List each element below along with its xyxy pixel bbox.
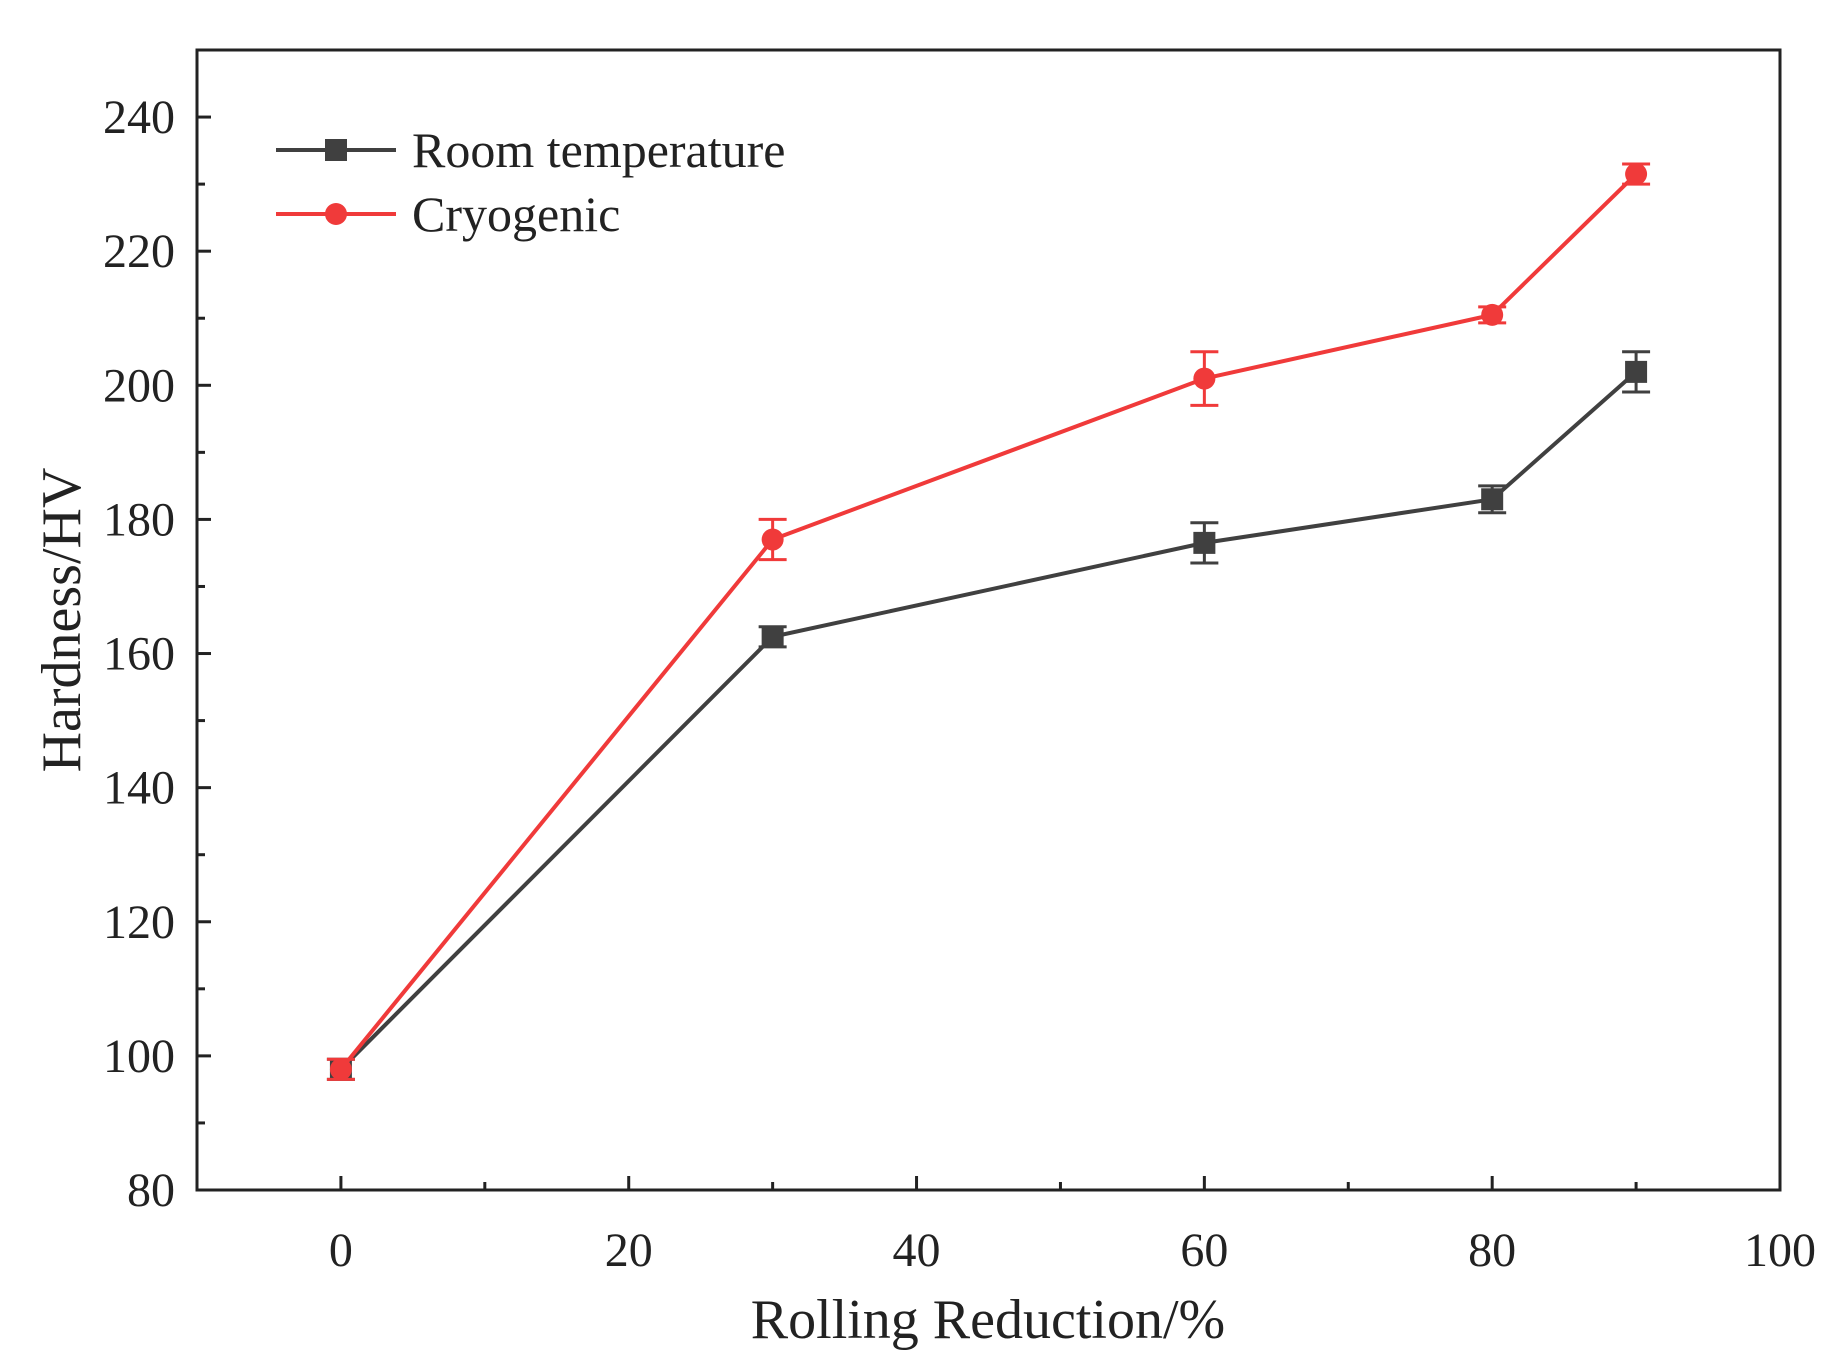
- data-point: [1193, 531, 1216, 554]
- x-axis-label: Rolling Reduction/%: [751, 1289, 1225, 1351]
- legend: Room temperature Cryogenic: [276, 122, 786, 242]
- data-point: [761, 528, 784, 551]
- labels-layer: Rolling Reduction/% Hardness/HV: [31, 468, 1225, 1351]
- y-tick-label: 200: [103, 359, 175, 412]
- data-point: [1481, 488, 1504, 511]
- data-point: [761, 625, 784, 648]
- x-tick-label: 40: [893, 1224, 941, 1277]
- y-tick-label: 160: [103, 628, 175, 681]
- y-tick-label: 240: [103, 91, 175, 144]
- plot-frame: [195, 48, 1782, 1192]
- y-axis-label: Hardness/HV: [31, 468, 93, 773]
- series-line-1: [339, 172, 1638, 1071]
- data-point: [329, 1058, 352, 1081]
- y-tick-label: 120: [103, 896, 175, 949]
- y-tick-label: 180: [103, 493, 175, 546]
- ticks-layer: 0 20 40 60 80 100 80 100 120 140 160 180 200 220 240: [103, 91, 1816, 1277]
- legend-marker-1: [325, 203, 347, 225]
- legend-label-0: Room temperature: [412, 122, 786, 178]
- y-tick-label: 100: [103, 1030, 175, 1083]
- data-point: [1193, 367, 1216, 390]
- data-point: [1625, 360, 1648, 383]
- series-line-0: [339, 370, 1638, 1071]
- y-tick-label: 220: [103, 225, 175, 278]
- x-tick-label: 100: [1744, 1224, 1816, 1277]
- x-tick-label: 60: [1180, 1224, 1228, 1277]
- y-tick-label: 140: [103, 762, 175, 815]
- x-tick-label: 80: [1468, 1224, 1516, 1277]
- y-tick-label: 80: [127, 1164, 175, 1217]
- x-tick-label: 20: [605, 1224, 653, 1277]
- data-point: [1481, 303, 1504, 326]
- series-layer: [326, 162, 1651, 1081]
- data-point: [1625, 163, 1648, 186]
- legend-label-1: Cryogenic: [412, 186, 620, 242]
- legend-marker-0: [325, 139, 347, 161]
- x-tick-label: 0: [329, 1224, 353, 1277]
